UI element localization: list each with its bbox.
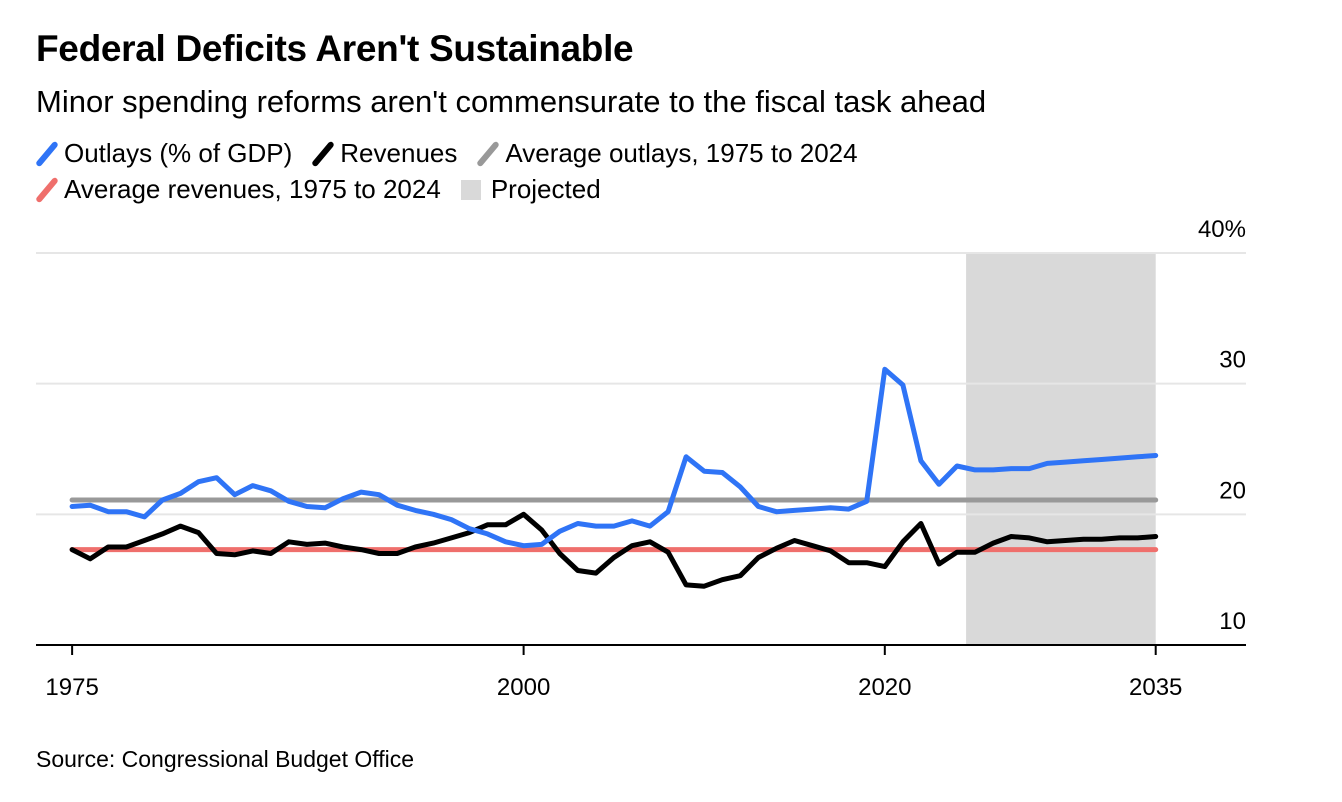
projected-region-layer <box>966 253 1156 645</box>
x-tick-label: 1975 <box>45 674 98 701</box>
x-tick-label: 2000 <box>497 674 550 701</box>
legend-swatch-projected <box>460 179 481 200</box>
legend-row-1: Outlays (% of GDP) Revenues Average outl… <box>35 138 878 169</box>
y-tick-label: 30 <box>1219 347 1246 374</box>
legend-item-average-revenues: Average revenues, 1975 to 2024 <box>35 174 441 205</box>
legend-item-projected: Projected <box>460 174 601 205</box>
y-tick-label: 40% <box>1198 216 1246 243</box>
legend-item-revenues: Revenues <box>311 138 458 169</box>
legend-label-outlays: Outlays (% of GDP) <box>64 138 293 168</box>
legend-item-outlays: Outlays (% of GDP) <box>35 138 293 169</box>
legend-label-projected: Projected <box>490 174 601 204</box>
legend-label-average-outlays: Average outlays, 1975 to 2024 <box>505 138 858 168</box>
y-tick-label: 10 <box>1219 608 1246 635</box>
legend-item-average-outlays: Average outlays, 1975 to 2024 <box>476 138 858 169</box>
legend-row-2: Average revenues, 1975 to 2024 Projected <box>35 174 621 205</box>
legend-label-average-revenues: Average revenues, 1975 to 2024 <box>64 174 441 204</box>
y-tick-label: 20 <box>1219 477 1246 504</box>
source-note: Source: Congressional Budget Office <box>36 746 415 772</box>
x-tick-label: 2020 <box>858 674 911 701</box>
gridlines-layer <box>36 252 1246 516</box>
chart-title: Federal Deficits Aren't Sustainable <box>36 28 634 69</box>
x-tick-label: 2035 <box>1129 674 1182 701</box>
legend-label-revenues: Revenues <box>340 138 458 168</box>
series-line-outlays-of-gdp <box>69 366 1159 549</box>
series-lines-layer <box>69 366 1159 589</box>
projected-region <box>966 253 1156 645</box>
series-line-revenues <box>69 511 1159 589</box>
chart-subtitle: Minor spending reforms aren't commensura… <box>36 84 987 119</box>
axis-layer: 40% 30 20 10 1975 2000 2020 2035 <box>36 216 1246 701</box>
